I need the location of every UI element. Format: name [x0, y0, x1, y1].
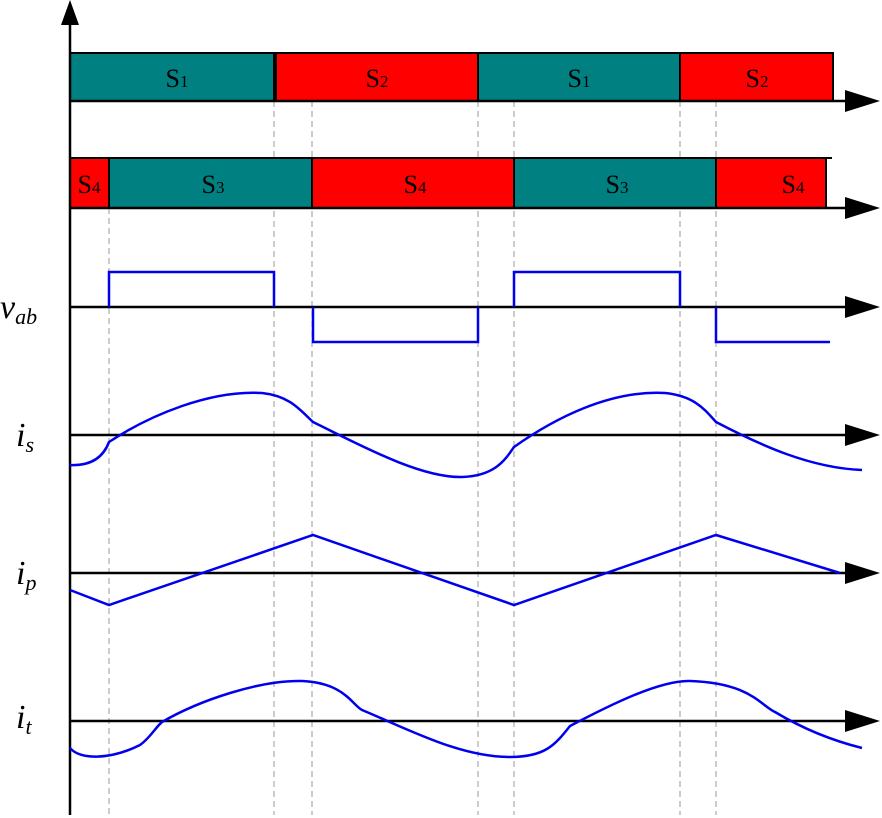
segment-label: S3	[606, 170, 629, 199]
label-text: t	[25, 714, 32, 739]
label-text: v	[0, 289, 16, 326]
segment	[275, 52, 479, 102]
label-text: i	[16, 699, 25, 736]
axes	[61, 0, 880, 815]
label-text: i	[16, 555, 25, 592]
vab-wave	[107, 270, 830, 344]
label-text: p	[23, 570, 36, 595]
label-text: S	[568, 64, 582, 93]
label-text: ab	[15, 304, 37, 329]
label-text: S	[366, 64, 380, 93]
label-text: 1	[582, 72, 591, 91]
segment-label: S2	[366, 64, 389, 93]
label-text: 4	[92, 178, 101, 197]
gate-row	[69, 157, 832, 209]
label-text: 3	[216, 178, 225, 197]
label-text: 2	[380, 72, 389, 91]
label-text: 4	[418, 178, 427, 197]
label-text: S	[202, 170, 216, 199]
signal-label: ip	[16, 555, 36, 595]
label-text: S	[606, 170, 620, 199]
segment-label: S1	[166, 64, 189, 93]
signal-label: it	[16, 699, 32, 739]
segment	[715, 157, 827, 209]
label-text: S	[746, 64, 760, 93]
label-text: 3	[620, 178, 629, 197]
label-text: i	[16, 417, 25, 454]
segment-labels: S1 S2 S1 S2 S4 S3 S4 S3 S4	[78, 64, 805, 199]
segment	[69, 52, 275, 102]
gate-row	[69, 52, 834, 102]
label-text: S	[166, 64, 180, 93]
segment	[513, 157, 717, 209]
segment-label: S3	[202, 170, 225, 199]
signal-label: vab	[0, 289, 37, 329]
segment-label: S4	[78, 170, 101, 199]
label-text: S	[782, 170, 796, 199]
segment	[477, 52, 681, 102]
it-wave	[69, 679, 863, 759]
segment-label: S2	[746, 64, 769, 93]
label-text: 4	[796, 178, 805, 197]
label-text: 1	[180, 72, 189, 91]
label-text: S	[78, 170, 92, 199]
ip-wave	[69, 533, 841, 607]
label-text: 2	[760, 72, 769, 91]
signal-label: is	[16, 417, 34, 457]
label-text: s	[25, 432, 34, 457]
segment-label: S1	[568, 64, 591, 93]
segment-label: S4	[404, 170, 427, 199]
is-wave	[69, 391, 863, 479]
guide-lines	[108, 101, 717, 815]
label-text: S	[404, 170, 418, 199]
segment-label: S4	[782, 170, 805, 199]
